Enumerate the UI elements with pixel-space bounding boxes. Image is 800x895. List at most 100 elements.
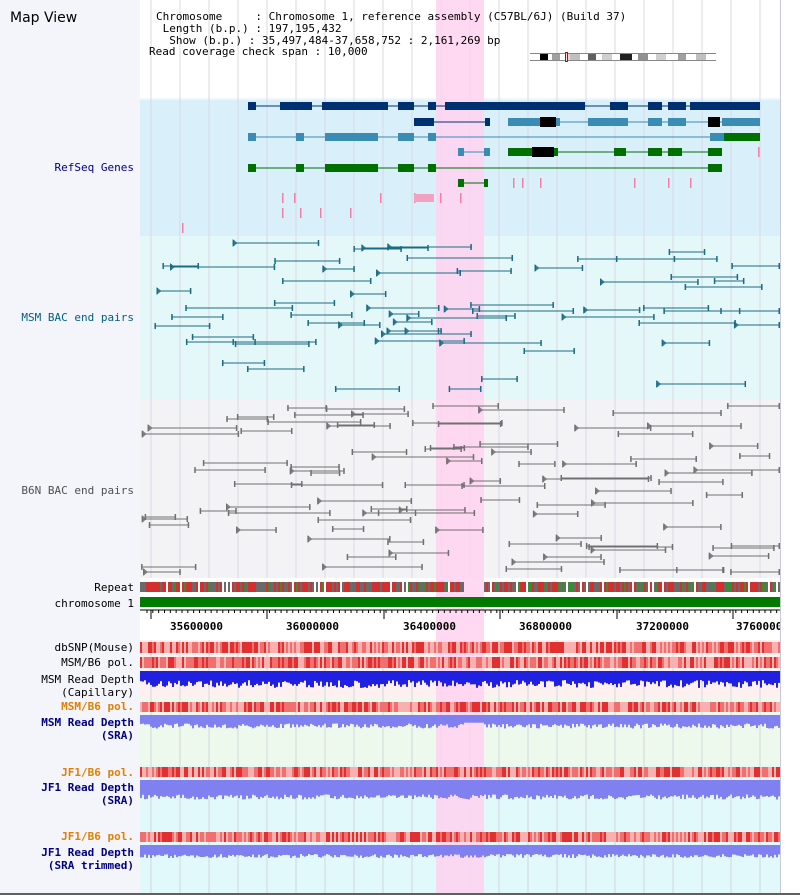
repeat-mark	[528, 582, 530, 592]
repeat-mark	[310, 582, 312, 592]
repeat-mark	[734, 582, 736, 592]
b6n-bac-pair	[676, 567, 678, 573]
jf1-depth-sra-bar	[254, 780, 256, 796]
jf1-pol-heat	[208, 767, 210, 777]
track-label-jf1-b6-pol-2[interactable]: JF1/B6 pol.	[61, 830, 134, 843]
track-label-msm-b6-pol[interactable]: MSM/B6 pol.	[61, 656, 134, 669]
repeat-mark	[638, 582, 640, 592]
repeat-mark	[764, 582, 766, 592]
jf1-depth-sra-bar	[208, 780, 210, 796]
msm-depth-sra-bar	[162, 715, 164, 728]
msm-depth-cap-bar	[656, 671, 658, 682]
msm-pol-heat	[690, 657, 692, 668]
msm-depth-sra-bar	[190, 715, 192, 726]
msm-depth-sra-bar	[688, 715, 690, 727]
jf1-depth-trim-bar	[222, 845, 224, 858]
msm-depth-cap-bar	[610, 671, 612, 684]
repeat-mark	[420, 582, 422, 592]
jf1-pol-heat	[622, 767, 624, 777]
track-label-jf1-b6-pol[interactable]: JF1/B6 pol.	[61, 766, 134, 779]
jf1-depth-sra-bar	[242, 780, 244, 800]
msm-pol-heat-2	[688, 702, 690, 712]
jf1-pol-heat-2	[662, 832, 664, 842]
dbsnp-heat	[268, 642, 270, 653]
jf1-depth-trim-bar	[462, 845, 464, 858]
gene-exon	[458, 148, 464, 156]
genome-track-plot[interactable]	[0, 0, 780, 893]
msm-depth-cap-bar	[300, 671, 302, 682]
jf1-pol-heat	[364, 767, 366, 777]
repeat-mark	[444, 582, 446, 592]
dbsnp-heat	[290, 642, 292, 653]
jf1-pol-heat-2	[290, 832, 292, 842]
msm-pol-heat	[650, 657, 652, 668]
jf1-depth-trim-bar	[686, 845, 688, 858]
repeat-mark	[532, 582, 534, 592]
dbsnp-heat	[668, 642, 670, 653]
track-label-dbsnp[interactable]: dbSNP(Mouse)	[54, 641, 134, 654]
msm-depth-cap-bar	[648, 671, 650, 682]
track-label-msm-depth-cap[interactable]: MSM Read Depth (Capillary)	[0, 673, 134, 699]
msm-pol-heat	[622, 657, 624, 668]
msm-pol-heat-2	[598, 702, 600, 712]
msm-pol-heat-2	[302, 702, 304, 712]
msm-depth-sra-bar	[742, 715, 744, 729]
jf1-depth-sra-bar	[590, 780, 592, 797]
msm-pol-heat	[652, 657, 654, 668]
dbsnp-heat	[556, 642, 558, 653]
jf1-depth-sra-bar	[240, 780, 242, 796]
jf1-pol-heat-2	[402, 832, 404, 842]
chromosome-ideogram[interactable]	[530, 52, 726, 62]
repeat-mark	[622, 582, 624, 592]
msm-depth-sra-bar	[248, 715, 250, 727]
jf1-depth-sra-bar	[150, 780, 152, 798]
jf1-depth-sra-bar	[580, 780, 582, 796]
track-label-msm-bac[interactable]: MSM BAC end pairs	[21, 311, 134, 324]
repeat-mark	[340, 582, 342, 592]
jf1-depth-sra-bar	[286, 780, 288, 797]
jf1-depth-trim-bar	[262, 845, 264, 856]
track-label-jf1-depth-sra[interactable]: JF1 Read Depth (SRA)	[0, 781, 134, 807]
msm-depth-cap-bar	[432, 671, 434, 683]
jf1-depth-sra-bar	[270, 780, 272, 798]
dbsnp-heat	[158, 642, 160, 653]
track-label-b6n-bac[interactable]: B6N BAC end pairs	[21, 484, 134, 497]
msm-pol-heat	[284, 657, 286, 668]
jf1-pol-heat	[466, 767, 468, 777]
msm-pol-heat-2	[404, 702, 406, 712]
jf1-depth-sra-bar	[720, 780, 722, 797]
jf1-pol-heat-2	[760, 832, 762, 842]
jf1-depth-trim-bar	[414, 845, 416, 857]
track-label-msm-b6-pol-2[interactable]: MSM/B6 pol.	[61, 700, 134, 713]
jf1-pol-heat	[628, 767, 630, 777]
jf1-pol-heat	[368, 767, 370, 777]
jf1-depth-sra-bar	[696, 780, 698, 799]
jf1-depth-sra-bar	[604, 780, 606, 799]
track-label-refseq[interactable]: RefSeq Genes	[54, 161, 134, 174]
jf1-pol-heat	[726, 767, 728, 777]
msm-depth-sra-bar	[646, 715, 648, 724]
jf1-pol-heat-2	[330, 832, 332, 842]
jf1-depth-trim-bar	[422, 845, 424, 857]
dbsnp-heat	[612, 642, 614, 653]
track-label-jf1-depth-trim[interactable]: JF1 Read Depth (SRA trimmed)	[0, 846, 134, 872]
msm-depth-cap-bar	[294, 671, 296, 685]
jf1-depth-sra-bar	[334, 780, 336, 797]
jf1-pol-heat-2	[536, 832, 538, 842]
msm-depth-cap-bar	[446, 671, 448, 687]
msm-pol-heat-2	[320, 702, 322, 712]
msm-pol-heat	[526, 657, 528, 668]
msm-pol-heat-2	[184, 702, 186, 712]
msm-pol-heat-2	[364, 702, 366, 712]
repeat-mark	[668, 582, 670, 592]
msm-bac-pair	[703, 249, 706, 255]
jf1-depth-sra-bar	[330, 780, 332, 799]
jf1-depth-sra-bar	[370, 780, 372, 798]
jf1-depth-sra-bar	[754, 780, 756, 797]
track-label-msm-depth-sra[interactable]: MSM Read Depth (SRA)	[0, 716, 134, 742]
msm-pol-heat-2	[378, 702, 380, 712]
jf1-depth-trim-bar	[480, 845, 482, 858]
jf1-depth-sra-bar	[356, 780, 358, 796]
msm-pol-heat	[654, 657, 656, 668]
msm-pol-heat-2	[454, 702, 456, 712]
